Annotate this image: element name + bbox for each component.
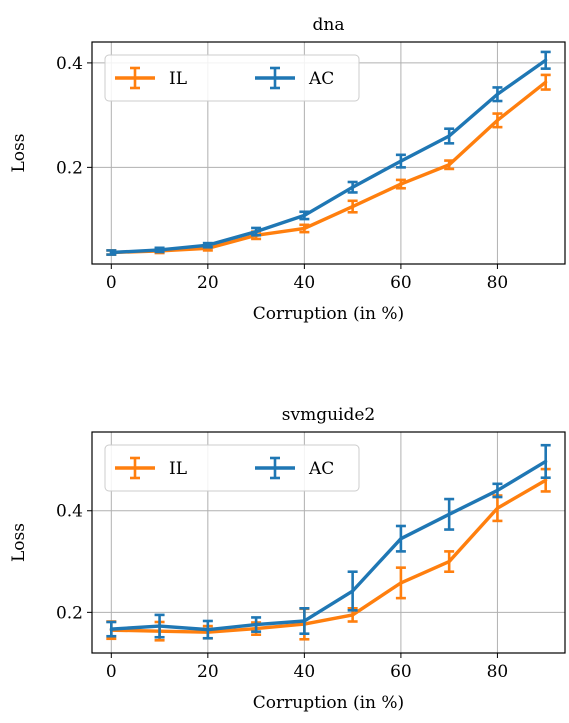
legend-label-IL: IL xyxy=(169,69,187,89)
legend-box xyxy=(104,444,360,492)
data-point xyxy=(109,250,113,255)
data-point xyxy=(302,619,306,623)
y-tick-label: 0.2 xyxy=(56,158,83,178)
x-tick-label: 40 xyxy=(294,662,316,682)
chart-panel-1: 0 20 40 60 80 0.2 0.4 svmguide2 Corruption (in %… xyxy=(9,405,566,713)
series-line-IL xyxy=(111,478,547,634)
series-line-IL xyxy=(111,80,547,255)
data-point xyxy=(399,581,403,585)
x-tick-label: 80 xyxy=(487,662,509,682)
y-tick-label: 0.4 xyxy=(56,502,83,522)
data-point xyxy=(351,589,355,593)
x-tick-label: 0 xyxy=(106,273,117,293)
y-tick-label: 0.4 xyxy=(56,54,83,74)
legend-label-AC: AC xyxy=(308,459,334,479)
data-point xyxy=(351,185,355,189)
y-axis-label: Loss xyxy=(9,523,29,562)
chart-panel-0: 0 20 40 60 80 0.2 0.4 dna Corruption (in %) Loss I… xyxy=(9,15,566,324)
data-point xyxy=(544,478,548,482)
data-point xyxy=(544,58,548,62)
data-point xyxy=(399,537,403,541)
x-tick-label: 40 xyxy=(294,273,316,293)
data-point xyxy=(351,613,355,617)
data-point xyxy=(447,163,451,167)
data-point xyxy=(399,182,403,186)
x-tick-label: 60 xyxy=(390,662,412,682)
data-point xyxy=(544,80,548,84)
data-point xyxy=(254,622,258,627)
data-point xyxy=(254,230,258,234)
data-point xyxy=(351,204,355,209)
legend: IL AC xyxy=(104,444,360,492)
x-tick-label: 20 xyxy=(197,273,219,293)
data-point xyxy=(302,213,306,218)
y-axis-label: Loss xyxy=(9,134,29,173)
x-tick-label: 0 xyxy=(106,662,117,682)
data-point xyxy=(544,459,548,464)
data-point xyxy=(157,624,162,628)
x-tick-label: 60 xyxy=(390,273,412,293)
series-line-AC xyxy=(111,58,547,255)
data-point xyxy=(399,159,403,163)
data-point xyxy=(447,559,451,564)
legend: IL AC xyxy=(104,54,360,102)
x-axis-label: Corruption (in %) xyxy=(253,693,404,713)
data-point xyxy=(157,248,162,252)
chart-title: dna xyxy=(313,15,345,35)
y-tick-label: 0.2 xyxy=(56,603,83,623)
legend-label-AC: AC xyxy=(308,69,334,89)
data-point xyxy=(447,134,451,138)
x-tick-label: 20 xyxy=(197,662,219,682)
data-point xyxy=(495,506,500,510)
data-point xyxy=(495,488,500,493)
data-point xyxy=(109,627,113,631)
x-axis-label: Corruption (in %) xyxy=(253,304,404,324)
data-point xyxy=(206,628,210,632)
data-point xyxy=(206,243,210,247)
legend-label-IL: IL xyxy=(169,459,187,479)
data-point xyxy=(495,92,500,96)
data-point xyxy=(495,118,500,122)
data-point xyxy=(302,226,306,231)
data-point xyxy=(447,512,451,516)
plot-frame xyxy=(91,41,566,265)
x-tick-label: 80 xyxy=(487,273,509,293)
plot-frame xyxy=(91,431,566,654)
legend-box xyxy=(104,54,360,102)
chart-title: svmguide2 xyxy=(282,405,375,425)
series-line-AC xyxy=(111,460,547,632)
